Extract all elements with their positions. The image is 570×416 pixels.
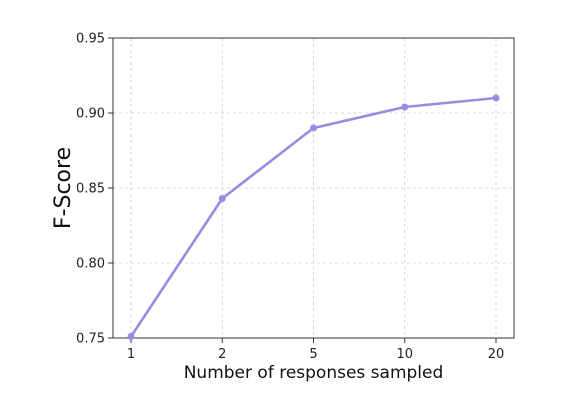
grid-lines [113, 37, 514, 339]
data-point [401, 103, 409, 111]
y-tick-label: 0.80 [76, 257, 105, 272]
series-line [129, 96, 497, 338]
x-tick-label: 1 [127, 347, 135, 362]
data-point [492, 94, 500, 102]
x-tick-label: 10 [396, 347, 413, 362]
x-tick-label: 2 [218, 347, 226, 362]
x-tick-label: 20 [488, 347, 505, 362]
y-tick-label: 0.95 [76, 32, 105, 47]
data-point [310, 124, 317, 132]
series-layer [127, 94, 500, 340]
data-point [218, 195, 226, 202]
y-tick-label: 0.85 [76, 182, 105, 197]
x-tick-label: 5 [309, 347, 317, 362]
y-tick-label: 0.90 [76, 107, 105, 122]
y-axis-ticks: 0.75 0.80 0.85 0.90 0.95 [76, 32, 113, 347]
data-point [127, 333, 135, 340]
x-axis-ticks: 1 2 5 10 20 [127, 338, 504, 362]
y-axis-title: F-Score [51, 147, 76, 229]
x-axis-title: Number of responses sampled [184, 363, 444, 383]
y-tick-label: 0.75 [76, 332, 105, 347]
